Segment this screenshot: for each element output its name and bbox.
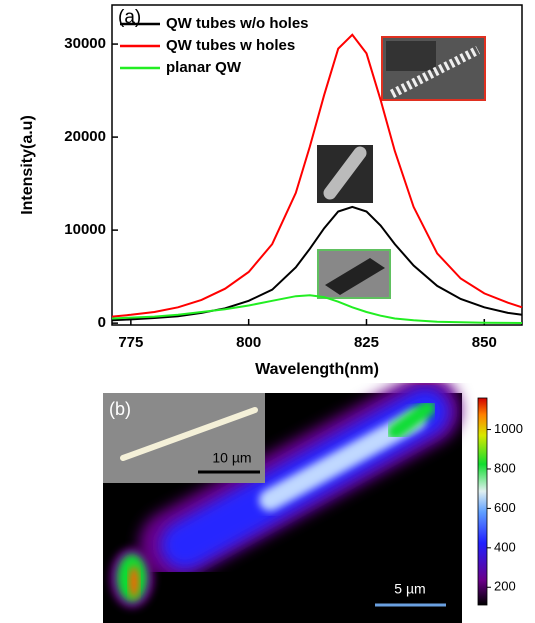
inset-rod	[120, 407, 258, 461]
legend-label: planar QW	[166, 59, 242, 76]
colorbar-tick-label: 1000	[494, 421, 523, 436]
colorbar-tick-label: 200	[494, 579, 516, 594]
legend-label: QW tubes w holes	[166, 37, 295, 54]
plot-frame	[111, 4, 523, 326]
colorbar-tick-label: 800	[494, 460, 516, 475]
x-tick-label: 825	[354, 334, 379, 351]
series-line	[111, 33, 523, 318]
inset-image	[317, 145, 373, 203]
panel-a: (a) Wavelength(nm) Intensity(a.u) 775 800…	[19, 4, 523, 378]
inset-image	[317, 249, 391, 299]
x-tick-label: 850	[472, 334, 497, 351]
legend-label: QW tubes w/o holes	[166, 15, 309, 32]
y-tick-label: 0	[98, 314, 106, 331]
y-tick-label: 30000	[64, 35, 106, 52]
scale-bar-label: 5 µm	[394, 581, 425, 597]
inset-image	[381, 36, 486, 101]
colorbar-tick-label: 400	[494, 539, 516, 554]
intensity-map	[110, 374, 461, 608]
inset-scale-label: 10 µm	[212, 450, 251, 466]
x-tick-label: 800	[236, 334, 261, 351]
x-tick-label: 775	[118, 334, 143, 351]
series-line	[111, 294, 523, 324]
colorbar-tick-label: 600	[494, 500, 516, 515]
y-tick-label: 20000	[64, 128, 106, 145]
y-tick-label: 10000	[64, 221, 106, 238]
y-axis-label: Intensity(a.u)	[19, 115, 36, 215]
panel-b: (b) 10 µm 5 µm 200 400 600 800 1000	[103, 374, 523, 623]
colorbar	[477, 397, 488, 606]
x-axis-label: Wavelength(nm)	[255, 361, 379, 378]
series-line	[111, 205, 523, 322]
panel-label: (b)	[109, 399, 131, 419]
